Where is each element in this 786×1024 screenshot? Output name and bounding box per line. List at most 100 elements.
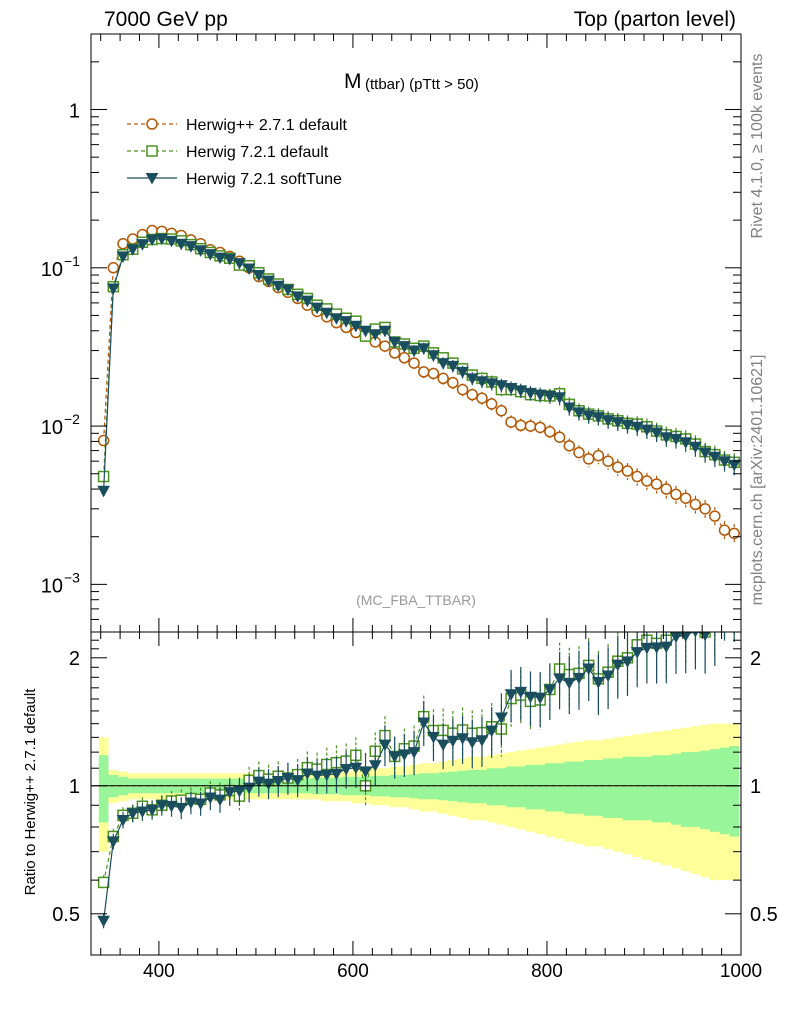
x-tick-label: 800 — [531, 961, 563, 982]
ratio-point — [184, 797, 198, 810]
ratio-point — [630, 647, 644, 659]
ratio-point — [97, 876, 110, 889]
data-point — [485, 378, 499, 390]
data-point — [242, 263, 256, 276]
ratio-point — [436, 739, 450, 752]
data-point — [543, 390, 557, 403]
data-point — [689, 498, 702, 511]
data-point — [126, 244, 140, 256]
ratio-point — [223, 787, 237, 799]
data-point — [126, 233, 139, 245]
data-point — [592, 412, 605, 424]
data-point — [514, 385, 528, 397]
data-point — [165, 235, 178, 248]
rivet-version-label: Rivet 4.1.0, ≥ 100k events — [749, 54, 766, 239]
data-point — [553, 392, 566, 404]
data-point — [709, 510, 721, 522]
data-point — [727, 459, 741, 472]
data-point — [97, 485, 110, 498]
ratio-point — [690, 619, 700, 629]
data-point — [145, 234, 159, 247]
data-point — [476, 392, 488, 404]
data-point — [417, 343, 431, 355]
x-tick-label: 600 — [337, 961, 369, 982]
data-point — [117, 237, 129, 250]
data-point — [669, 433, 683, 446]
ratio-point — [398, 749, 411, 761]
data-point — [524, 420, 537, 432]
data-point — [446, 360, 460, 373]
data-point — [572, 407, 586, 419]
y-tick-label: 10 — [41, 575, 63, 597]
series-herwigpp-271-default — [97, 224, 740, 544]
ratio-point — [650, 642, 663, 654]
data-point — [679, 492, 692, 504]
data-point — [300, 295, 314, 308]
series-herwig-721-softtune — [97, 233, 741, 498]
ratio-point — [97, 915, 110, 928]
ratio-point — [194, 798, 207, 811]
data-point — [515, 419, 527, 432]
data-point — [378, 325, 392, 338]
data-point — [544, 426, 556, 438]
data-point — [670, 488, 682, 501]
series-line-herwigpp-271-default — [103, 229, 735, 534]
data-point — [281, 284, 295, 296]
data-point — [271, 280, 285, 293]
data-point — [136, 239, 149, 251]
legend-entry-herwig-721-softtune: Herwig 7.2.1 softTune — [127, 171, 342, 188]
series-herwig-721-default — [97, 232, 740, 483]
data-point — [728, 527, 740, 540]
ratio-panel-frame — [90, 631, 742, 956]
data-point — [660, 483, 673, 495]
ratio-point — [533, 692, 547, 705]
ratio-point — [106, 836, 120, 848]
data-point — [641, 475, 653, 487]
energy-label: 7000 GeV pp — [104, 8, 228, 31]
ratio-inner-band — [98, 746, 740, 837]
data-point — [107, 262, 120, 274]
y-tick-exponent: −1 — [64, 253, 80, 269]
data-point — [699, 503, 711, 515]
ratio-point — [310, 770, 324, 783]
data-point — [650, 427, 663, 440]
data-point — [330, 313, 343, 325]
ratio-point — [417, 717, 431, 730]
data-point — [427, 350, 440, 362]
ratio-tick-label-left: 1 — [69, 776, 80, 798]
data-point — [291, 291, 304, 303]
data-point — [436, 358, 450, 370]
y-tick-exponent: −2 — [64, 411, 80, 427]
data-point — [611, 417, 625, 429]
ratio-point — [692, 632, 699, 638]
legend-label: Herwig 7.2.1 default — [186, 144, 329, 161]
mcplots-label: mcplots.cern.ch [arXiv:2401.10621] — [749, 355, 766, 606]
data-point — [349, 320, 363, 333]
ratio-point — [495, 712, 508, 724]
data-point — [320, 307, 334, 320]
data-point — [174, 238, 188, 251]
data-point — [194, 245, 207, 257]
ratio-point — [456, 733, 469, 745]
legend-marker — [145, 173, 159, 185]
y-tick-exponent: −3 — [64, 569, 80, 585]
data-point — [621, 419, 634, 432]
data-point — [582, 410, 596, 422]
data-point — [368, 329, 382, 341]
data-point — [630, 421, 644, 434]
data-point — [475, 376, 489, 388]
data-point — [698, 447, 712, 460]
data-point — [418, 366, 430, 378]
data-point — [379, 340, 391, 352]
data-point — [505, 416, 517, 428]
data-point — [553, 431, 566, 443]
ratio-point — [262, 778, 275, 791]
data-point — [388, 347, 401, 359]
ratio-point — [145, 804, 159, 817]
ratio-point — [378, 739, 392, 752]
data-point — [398, 352, 411, 364]
data-point — [97, 434, 110, 447]
data-point — [495, 404, 508, 417]
ratio-point — [485, 725, 499, 738]
ratio-point — [621, 656, 634, 668]
